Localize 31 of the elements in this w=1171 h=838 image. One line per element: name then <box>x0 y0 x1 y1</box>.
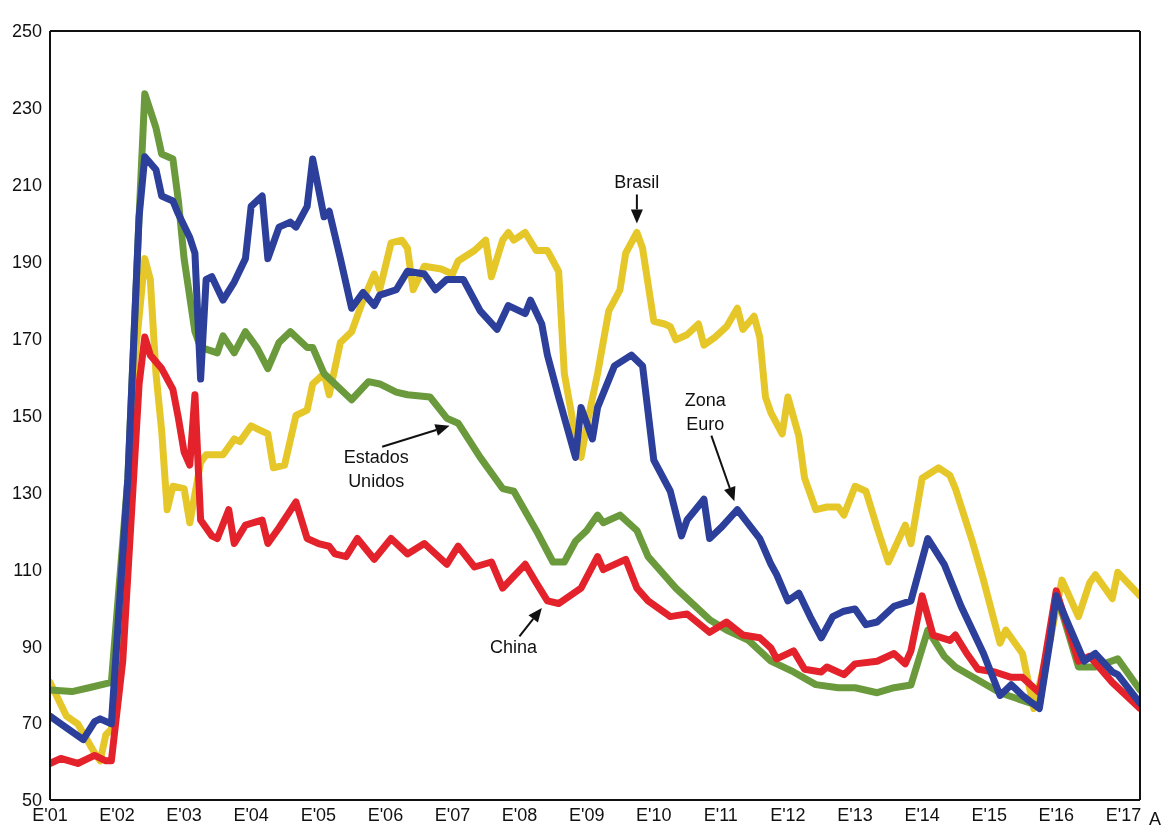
x-tick-label: E'15 <box>971 804 1007 825</box>
x-tick-label: E'03 <box>166 804 202 825</box>
x-tick-label: E'11 <box>703 804 738 825</box>
y-tick-label: 230 <box>11 98 42 119</box>
text: Estados Unidos <box>343 447 409 492</box>
y-tick-label: 150 <box>11 405 42 426</box>
y-tick-label: 130 <box>11 482 42 503</box>
x-tick-label: E'04 <box>233 804 269 825</box>
y-tick-label: 170 <box>11 328 42 349</box>
x-tick-label: E'12 <box>770 804 806 825</box>
y-tick-label: 90 <box>21 636 42 657</box>
x-tick-label: E'07 <box>434 804 471 825</box>
x-tick-label: E'08 <box>501 804 538 825</box>
text: China <box>489 636 538 657</box>
y-tick-label: 70 <box>21 713 42 734</box>
text: Brasil <box>614 172 660 193</box>
x-tick-label: E'17 <box>1105 804 1142 825</box>
x-tick-label: E'02 <box>99 804 135 825</box>
x-tick-label: E'09 <box>569 804 605 825</box>
x-tick-label: E'10 <box>636 804 672 825</box>
x-tick-label: E'13 <box>837 804 873 825</box>
y-tick-label: 210 <box>11 175 42 196</box>
x-tick-label: E'14 <box>904 804 940 825</box>
y-tick-label: 110 <box>13 559 42 580</box>
series-label: Zona Euro <box>684 389 727 434</box>
y-tick-label: 190 <box>11 252 42 273</box>
y-tick-label: 250 <box>11 21 42 42</box>
x-tick-label: E'06 <box>367 804 404 825</box>
text: A <box>1148 808 1161 830</box>
x-tick-label: E'05 <box>300 804 337 825</box>
x-tick-label: E'16 <box>1038 804 1074 825</box>
